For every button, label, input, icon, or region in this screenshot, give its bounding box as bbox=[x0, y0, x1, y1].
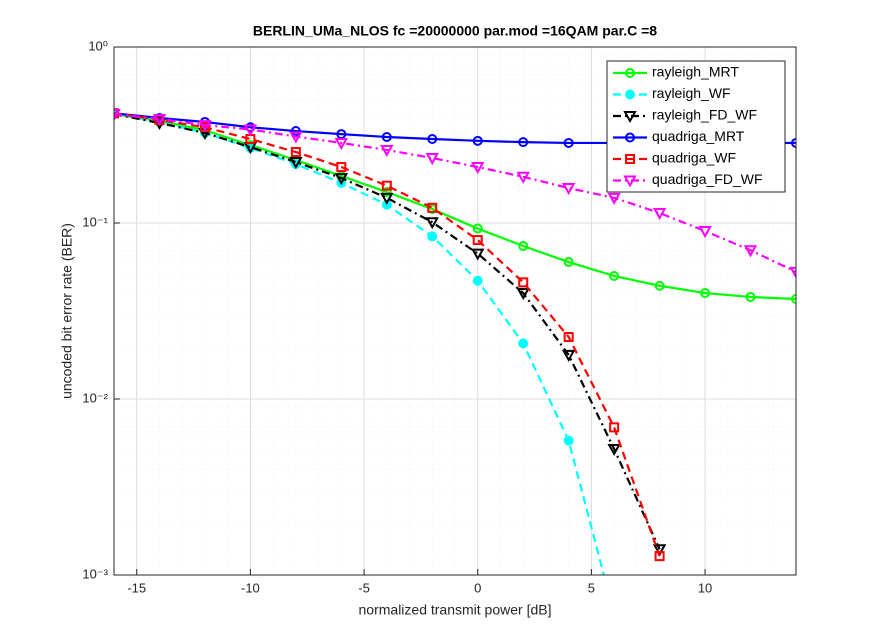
marker bbox=[625, 132, 635, 143]
marker bbox=[427, 134, 438, 145]
y-axis-label: uncoded bit error rate (BER) bbox=[59, 223, 75, 399]
marker bbox=[425, 217, 439, 230]
marker bbox=[334, 173, 349, 186]
chart-title: BERLIN_UMa_NLOS fc =20000000 par.mod =16… bbox=[253, 23, 657, 39]
marker bbox=[152, 113, 167, 127]
marker bbox=[654, 280, 665, 291]
marker bbox=[518, 137, 529, 148]
y-tick-label: 10⁻³ bbox=[82, 566, 108, 581]
series-line bbox=[114, 112, 796, 273]
y-tick-label: 10⁻² bbox=[82, 390, 108, 405]
marker bbox=[290, 147, 301, 158]
marker bbox=[472, 223, 483, 234]
x-tick-label: -15 bbox=[127, 580, 146, 595]
marker bbox=[652, 207, 667, 221]
marker bbox=[563, 257, 574, 268]
marker bbox=[625, 89, 635, 100]
marker bbox=[425, 153, 439, 166]
marker bbox=[427, 231, 438, 242]
marker bbox=[563, 435, 574, 446]
x-tick-label: -10 bbox=[241, 580, 260, 595]
x-tick-label: 0 bbox=[474, 580, 481, 595]
marker bbox=[518, 241, 529, 252]
marker bbox=[609, 270, 620, 281]
marker bbox=[289, 131, 303, 144]
y-tick-label: 10⁰ bbox=[88, 38, 108, 53]
marker bbox=[336, 162, 347, 173]
marker bbox=[561, 183, 576, 196]
marker bbox=[243, 124, 258, 137]
marker bbox=[380, 192, 394, 205]
marker bbox=[563, 137, 574, 148]
marker bbox=[791, 137, 796, 148]
marker bbox=[743, 245, 758, 258]
marker bbox=[789, 266, 796, 279]
x-tick-label: 5 bbox=[588, 580, 595, 595]
series-line bbox=[114, 112, 796, 301]
marker bbox=[114, 109, 121, 122]
series-group bbox=[114, 108, 796, 575]
marker bbox=[623, 175, 637, 188]
marker bbox=[518, 277, 529, 288]
marker bbox=[472, 275, 483, 286]
ticks: -15 -10 -5 0 5 10 10⁻³ 10⁻² 10⁻¹ 10⁰ bbox=[82, 38, 712, 595]
marker bbox=[471, 248, 485, 261]
legend-box bbox=[606, 60, 786, 193]
marker bbox=[381, 180, 392, 191]
marker bbox=[516, 171, 530, 184]
marker bbox=[700, 288, 711, 299]
marker bbox=[381, 187, 392, 198]
x-axis-label: normalized transmit power [dB] bbox=[359, 602, 552, 618]
legend-label: quadriga_FD_WF bbox=[652, 171, 763, 187]
series-line bbox=[114, 112, 661, 557]
marker bbox=[471, 162, 485, 175]
y-tick-label: 10⁻¹ bbox=[82, 214, 108, 229]
series-line bbox=[114, 112, 661, 550]
marker bbox=[652, 544, 667, 557]
marker bbox=[654, 551, 665, 562]
x-tick-label: -5 bbox=[358, 580, 370, 595]
marker bbox=[745, 291, 756, 302]
marker bbox=[380, 144, 394, 158]
marker bbox=[625, 154, 635, 164]
marker bbox=[427, 202, 438, 213]
marker bbox=[472, 135, 483, 146]
marker bbox=[698, 226, 712, 239]
legend-label: quadriga_WF bbox=[652, 150, 736, 166]
marker bbox=[791, 293, 796, 304]
marker bbox=[472, 235, 483, 246]
marker bbox=[290, 126, 301, 137]
marker bbox=[381, 132, 392, 143]
legend-label: quadriga_MRT bbox=[652, 128, 745, 144]
x-tick-label: 10 bbox=[698, 580, 712, 595]
marker bbox=[561, 349, 576, 362]
marker bbox=[518, 338, 529, 349]
marker bbox=[334, 137, 349, 151]
marker bbox=[289, 157, 303, 170]
marker bbox=[607, 192, 621, 205]
marker bbox=[623, 111, 637, 124]
axes-box bbox=[113, 46, 797, 576]
legend-label: rayleigh_FD_WF bbox=[652, 107, 757, 123]
marker bbox=[198, 120, 212, 133]
legend-label: rayleigh_WF bbox=[652, 85, 731, 101]
legend: rayleigh_MRT rayleigh_WF rayleigh_FD_WFqua… bbox=[606, 60, 786, 193]
legend-label: rayleigh_MRT bbox=[652, 64, 739, 80]
marker bbox=[625, 68, 635, 78]
marker bbox=[607, 443, 621, 457]
marker bbox=[609, 422, 620, 433]
marker bbox=[516, 288, 530, 301]
marker bbox=[563, 332, 574, 343]
